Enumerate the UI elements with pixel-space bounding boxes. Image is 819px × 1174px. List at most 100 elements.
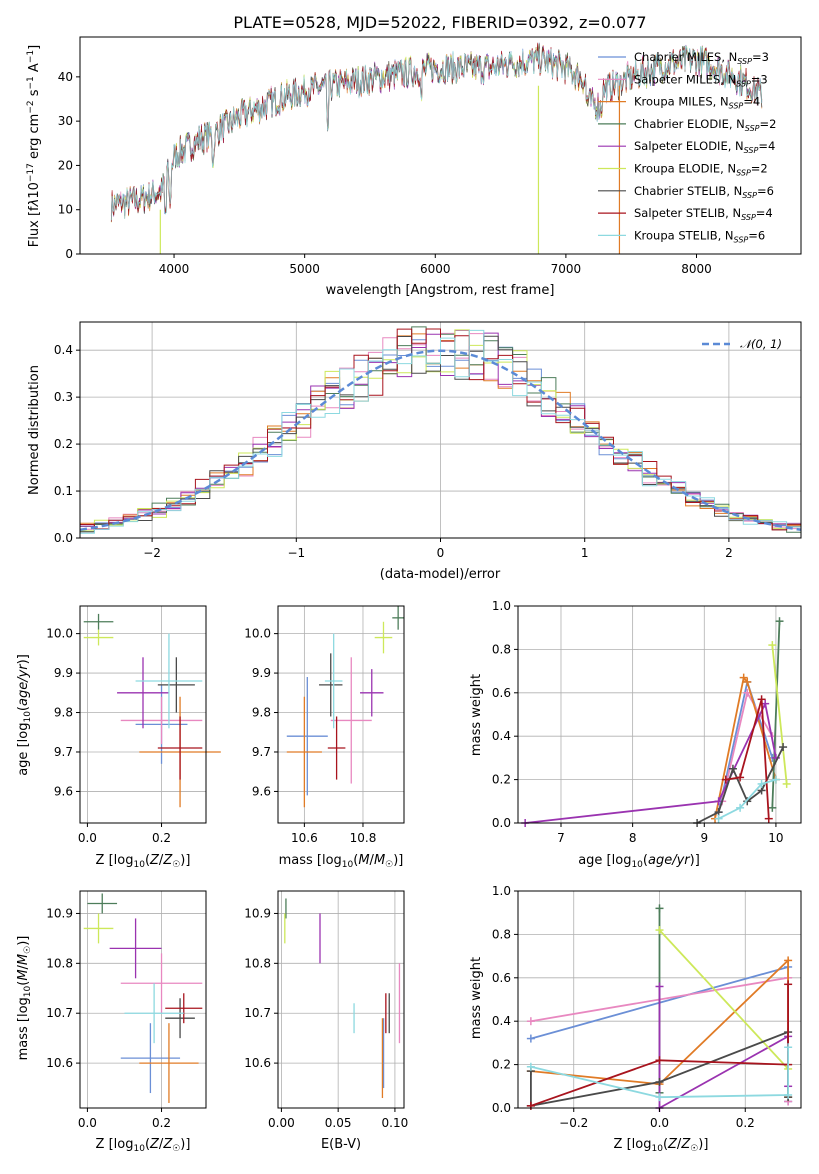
spectrum-xtick-label: 4000 [159, 262, 190, 276]
ytick-label: 9.8 [54, 706, 73, 720]
residual-xtick-label: 0 [437, 546, 445, 560]
legend-rest: =4 [758, 139, 775, 153]
weight-line [714, 675, 777, 819]
ytick-label: 9.6 [54, 784, 73, 798]
spectrum-xtick-label: 8000 [681, 262, 712, 276]
spectrum-ytick-label: 0 [65, 247, 73, 261]
spectrum-ytick-label: 20 [58, 158, 73, 172]
legend-label: Chabrier STELIB, NSSP=6 [634, 184, 774, 200]
normal-curve [79, 349, 802, 532]
age-z-ylabel: age [log10(age/yr)] [16, 654, 33, 776]
ytick-label: 9.9 [54, 666, 73, 680]
ytick-label: 9.7 [54, 745, 73, 759]
legend-label: Salpeter ELODIE, NSSP=4 [634, 139, 775, 155]
legend-sub: SSP [744, 146, 759, 155]
ytick-label: 10.8 [244, 956, 271, 970]
panel-frame [517, 605, 802, 824]
chart-title: PLATE=0528, MJD=52022, FIBERID=0392, z=0… [233, 13, 646, 32]
xtick-label: 0.2 [736, 1116, 755, 1130]
residual-xtick-label: −2 [143, 546, 161, 560]
legend-label: Kroupa STELIB, NSSP=6 [634, 228, 765, 244]
spectrum-xtick-label: 7000 [551, 262, 582, 276]
weight-z-xlabel: Z [log10(Z/Z☉)] [614, 1137, 709, 1154]
ytick-label: 10.0 [244, 627, 271, 641]
ytick-label: 10.9 [244, 906, 271, 920]
xtick-label: −0.2 [559, 1116, 588, 1130]
weight-line [658, 929, 789, 1070]
ytick-label: 0.0 [492, 816, 511, 830]
weight-line [725, 699, 770, 819]
xtick-label: 0.2 [152, 1116, 171, 1130]
ytick-label: 10.7 [244, 1006, 271, 1020]
residual-ytick-label: 0.4 [54, 343, 73, 357]
age-mass-xlabel: mass [log10(M/M☉)] [279, 853, 404, 870]
residual-histogram [80, 328, 801, 531]
weight-vs-metallicity-panel: −0.2 0.0 0.2 0.0 0.2 0.4 0.6 0.8 1.0 [492, 884, 802, 1130]
ytick-label: 1.0 [492, 599, 511, 613]
legend-sub: SSP [745, 124, 760, 133]
spectrum-ylabel: Flux [fλ10−17 erg cm−2 s−1 A−1] [26, 45, 42, 247]
xtick-label: 7 [557, 831, 565, 845]
residual-xlabel: (data-model)/error [380, 567, 501, 582]
xtick-label: 8 [629, 831, 637, 845]
ytick-label: 10.8 [46, 956, 73, 970]
ytick-label: 9.9 [252, 666, 271, 680]
legend-rest: =3 [752, 50, 769, 64]
spectrum-ytick-label: 30 [58, 114, 73, 128]
ytick-label: 0.2 [492, 1058, 511, 1072]
spectrum-xtick-label: 5000 [289, 262, 320, 276]
legend-sub: SSP [736, 79, 751, 88]
legend-label: Chabrier MILES, NSSP=3 [634, 50, 769, 66]
spectrum-ticks: 4000 5000 6000 7000 8000 0 10 20 30 40 [58, 70, 712, 276]
ytick-label: 0.4 [492, 1014, 511, 1028]
xtick-label: 10.8 [350, 831, 377, 845]
legend-sub: SSP [734, 235, 749, 244]
legend-rest: =2 [760, 117, 777, 131]
legend-sub: SSP [729, 102, 744, 111]
weight-age-xlabel: age [log10(age/yr)] [578, 853, 700, 870]
spectrum-panel: PLATE=0528, MJD=52022, FIBERID=0392, z=0… [26, 13, 802, 298]
ytick-label: 10.6 [46, 1056, 73, 1070]
legend-label: Kroupa ELODIE, NSSP=2 [634, 162, 768, 178]
ytick-label: 10.0 [46, 627, 73, 641]
legend-rest: =2 [751, 162, 768, 176]
ytick-label: 9.6 [252, 784, 271, 798]
mass-vs-metallicity-panel: 0.0 0.2 10.6 10.7 10.8 10.9 [46, 890, 207, 1130]
weight-z-ylabel: mass weight [469, 957, 484, 1039]
residual-ylabel: Normed distribution [27, 365, 42, 495]
age-z-xlabel: Z [log10(Z/Z☉)] [96, 853, 191, 870]
xtick-label: 0.2 [152, 831, 171, 845]
legend-rest: =3 [751, 72, 768, 86]
residual-ytick-label: 0.2 [54, 437, 73, 451]
weight-line [771, 621, 781, 808]
spectrum-model-line [110, 44, 763, 221]
spectrum-legend: Chabrier MILES, NSSP=3 Salpeter MILES, NS… [598, 50, 776, 244]
spectrum-xtick-label: 6000 [420, 262, 451, 276]
residual-xtick-label: 1 [581, 546, 589, 560]
spectrum-frame [79, 36, 802, 255]
weight-line [771, 645, 788, 784]
residual-xtick-label: 2 [725, 546, 733, 560]
legend-rest: =4 [743, 95, 760, 109]
xtick-label: 0.0 [78, 1116, 97, 1130]
xtick-label: 0.00 [268, 1116, 295, 1130]
legend-sub: SSP [741, 213, 756, 222]
xtick-label: 9 [700, 831, 708, 845]
residual-legend: 𝒩(0, 1) [702, 337, 782, 351]
residual-histograms [79, 326, 802, 534]
legend-label: Salpeter STELIB, NSSP=4 [634, 206, 773, 222]
ytick-label: 9.8 [252, 706, 271, 720]
xtick-label: 0.0 [78, 831, 97, 845]
weight-vs-age-panel: 7 8 9 10 0.0 0.2 0.4 0.6 0.8 1.0 [492, 599, 802, 845]
xtick-label: 10.6 [291, 831, 318, 845]
legend-sub: SSP [736, 169, 751, 178]
weight-line [530, 984, 789, 1107]
weight-age-ylabel: mass weight [469, 674, 484, 756]
legend-label: Kroupa MILES, NSSP=4 [634, 95, 760, 111]
mass-ebv-xlabel: E(B-V) [321, 1137, 361, 1152]
panel-frame [79, 605, 207, 824]
legend-sub: SSP [737, 57, 752, 66]
xtick-label: 0.0 [650, 1116, 669, 1130]
xtick-label: 0.10 [382, 1116, 409, 1130]
